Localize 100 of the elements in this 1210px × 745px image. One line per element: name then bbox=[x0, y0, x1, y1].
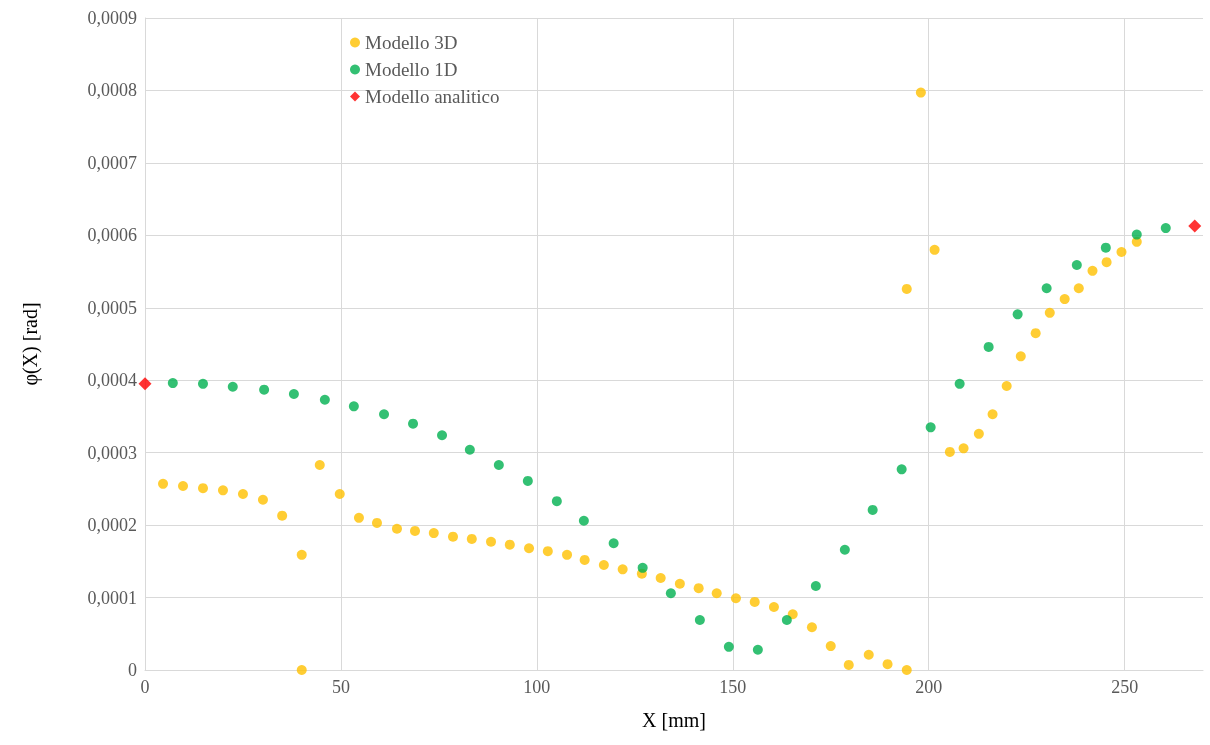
point bbox=[1001, 381, 1012, 392]
y-tick-label: 0,0005 bbox=[87, 297, 137, 318]
point bbox=[1087, 265, 1098, 276]
point bbox=[314, 459, 325, 470]
point bbox=[551, 496, 562, 507]
legend-label: Modello analitico bbox=[365, 86, 500, 107]
point bbox=[901, 283, 912, 294]
point bbox=[348, 401, 359, 412]
point bbox=[665, 588, 676, 599]
point bbox=[781, 615, 792, 626]
point bbox=[598, 559, 609, 570]
point bbox=[542, 546, 553, 557]
point bbox=[1041, 283, 1052, 294]
point bbox=[1030, 328, 1041, 339]
point bbox=[655, 573, 666, 583]
point bbox=[768, 601, 779, 612]
point bbox=[391, 523, 402, 534]
legend-label: Modello 3D bbox=[365, 32, 458, 53]
point bbox=[522, 475, 533, 486]
point bbox=[578, 515, 589, 526]
point bbox=[288, 388, 299, 399]
point bbox=[973, 428, 984, 439]
point bbox=[1160, 223, 1171, 234]
point bbox=[896, 464, 907, 475]
y-tick-label: 0,0008 bbox=[87, 80, 137, 101]
point bbox=[925, 422, 936, 433]
y-axis-title: φ(X) [rad] bbox=[19, 302, 42, 386]
x-tick-label: 50 bbox=[331, 677, 350, 697]
point bbox=[408, 418, 419, 429]
point bbox=[637, 562, 648, 573]
point bbox=[353, 512, 364, 523]
point bbox=[944, 446, 955, 457]
y-tick-label: 0,0002 bbox=[87, 515, 137, 536]
point bbox=[983, 341, 994, 352]
point bbox=[958, 443, 969, 454]
point bbox=[915, 87, 926, 98]
point bbox=[379, 409, 390, 420]
point bbox=[1116, 247, 1127, 257]
y-tick-label: 0 bbox=[128, 660, 137, 680]
point bbox=[1015, 351, 1026, 362]
point bbox=[524, 543, 535, 554]
point bbox=[825, 641, 836, 652]
point bbox=[730, 593, 741, 604]
y-tick-label: 0,0007 bbox=[87, 152, 137, 173]
y-tick-label: 0,0006 bbox=[87, 225, 137, 246]
x-tick-label: 250 bbox=[1111, 677, 1139, 697]
point bbox=[259, 384, 270, 395]
point bbox=[296, 549, 307, 560]
point bbox=[787, 609, 798, 620]
point bbox=[1012, 309, 1023, 320]
point bbox=[723, 641, 734, 652]
y-tick-label: 0,0003 bbox=[87, 442, 137, 463]
point bbox=[901, 665, 912, 675]
point bbox=[493, 459, 504, 470]
point bbox=[1059, 294, 1070, 305]
legend-label: Modello 1D bbox=[365, 59, 458, 80]
point bbox=[1073, 283, 1084, 294]
point bbox=[167, 378, 178, 389]
point bbox=[486, 536, 497, 547]
point bbox=[1071, 260, 1082, 271]
point bbox=[1100, 242, 1111, 253]
point bbox=[617, 564, 628, 575]
point bbox=[437, 430, 448, 441]
point bbox=[504, 539, 515, 550]
x-tick-label: 0 bbox=[140, 677, 150, 697]
point bbox=[711, 588, 722, 599]
point bbox=[1101, 257, 1112, 268]
point bbox=[217, 485, 228, 496]
point bbox=[1044, 307, 1055, 318]
point bbox=[334, 488, 345, 499]
point bbox=[466, 533, 477, 544]
point bbox=[693, 583, 704, 594]
point bbox=[1188, 219, 1202, 233]
x-tick-label: 150 bbox=[719, 677, 747, 697]
y-tick-label: 0,0004 bbox=[87, 370, 137, 391]
point bbox=[579, 554, 590, 565]
point bbox=[371, 517, 382, 528]
point bbox=[954, 378, 965, 389]
point bbox=[810, 580, 821, 591]
point bbox=[464, 444, 475, 455]
point bbox=[138, 377, 152, 391]
point bbox=[227, 381, 238, 392]
point bbox=[448, 531, 458, 542]
x-axis-title: X [mm] bbox=[642, 709, 706, 731]
point bbox=[562, 549, 573, 560]
point bbox=[428, 528, 439, 539]
x-tick-label: 100 bbox=[523, 677, 551, 697]
point bbox=[674, 578, 685, 589]
point bbox=[198, 378, 208, 389]
point bbox=[882, 659, 893, 670]
point bbox=[929, 244, 940, 255]
point bbox=[319, 394, 330, 405]
y-tick-label: 0,0001 bbox=[87, 587, 137, 608]
point bbox=[158, 478, 169, 489]
point bbox=[257, 494, 268, 505]
y-tick-label: 0,0009 bbox=[87, 8, 137, 28]
point bbox=[806, 622, 817, 633]
x-tick-label: 200 bbox=[915, 677, 943, 697]
point bbox=[839, 544, 850, 555]
point bbox=[296, 665, 307, 675]
